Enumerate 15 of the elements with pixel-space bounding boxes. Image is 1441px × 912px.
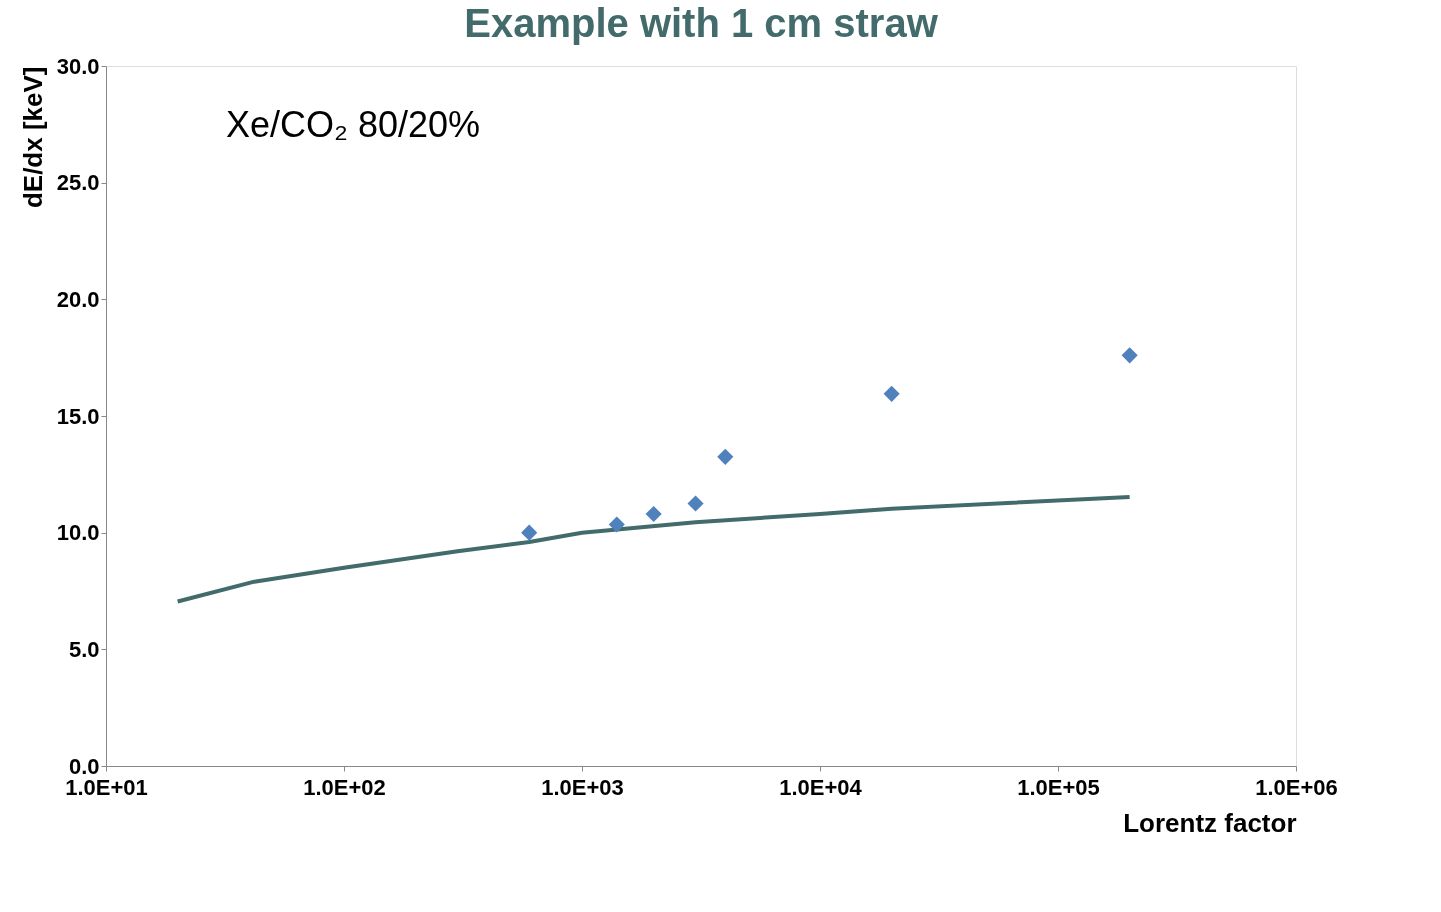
x-tick-label: 1.0E+02 bbox=[303, 774, 386, 800]
chart-title: Example with 1 cm straw bbox=[464, 1, 939, 45]
y-tick-label: 10.0 bbox=[56, 520, 100, 546]
annotation: Xe/CO₂ 80/20% bbox=[226, 104, 481, 145]
x-tick-label: 1.0E+04 bbox=[779, 774, 863, 800]
y-tick-label: 25.0 bbox=[56, 170, 100, 196]
y-tick-label: 15.0 bbox=[56, 403, 100, 429]
y-tick-label: 30.0 bbox=[56, 53, 100, 79]
x-tick-label: 1.0E+03 bbox=[541, 774, 624, 800]
x-axis-title: Lorentz factor bbox=[1123, 807, 1297, 838]
y-tick-label: 5.0 bbox=[68, 636, 100, 662]
y-axis-title: dE/dx [keV] bbox=[17, 66, 48, 209]
x-tick-label: 1.0E+06 bbox=[1255, 774, 1338, 800]
x-tick-label: 1.0E+05 bbox=[1017, 774, 1100, 800]
y-tick-label: 20.0 bbox=[56, 286, 100, 312]
